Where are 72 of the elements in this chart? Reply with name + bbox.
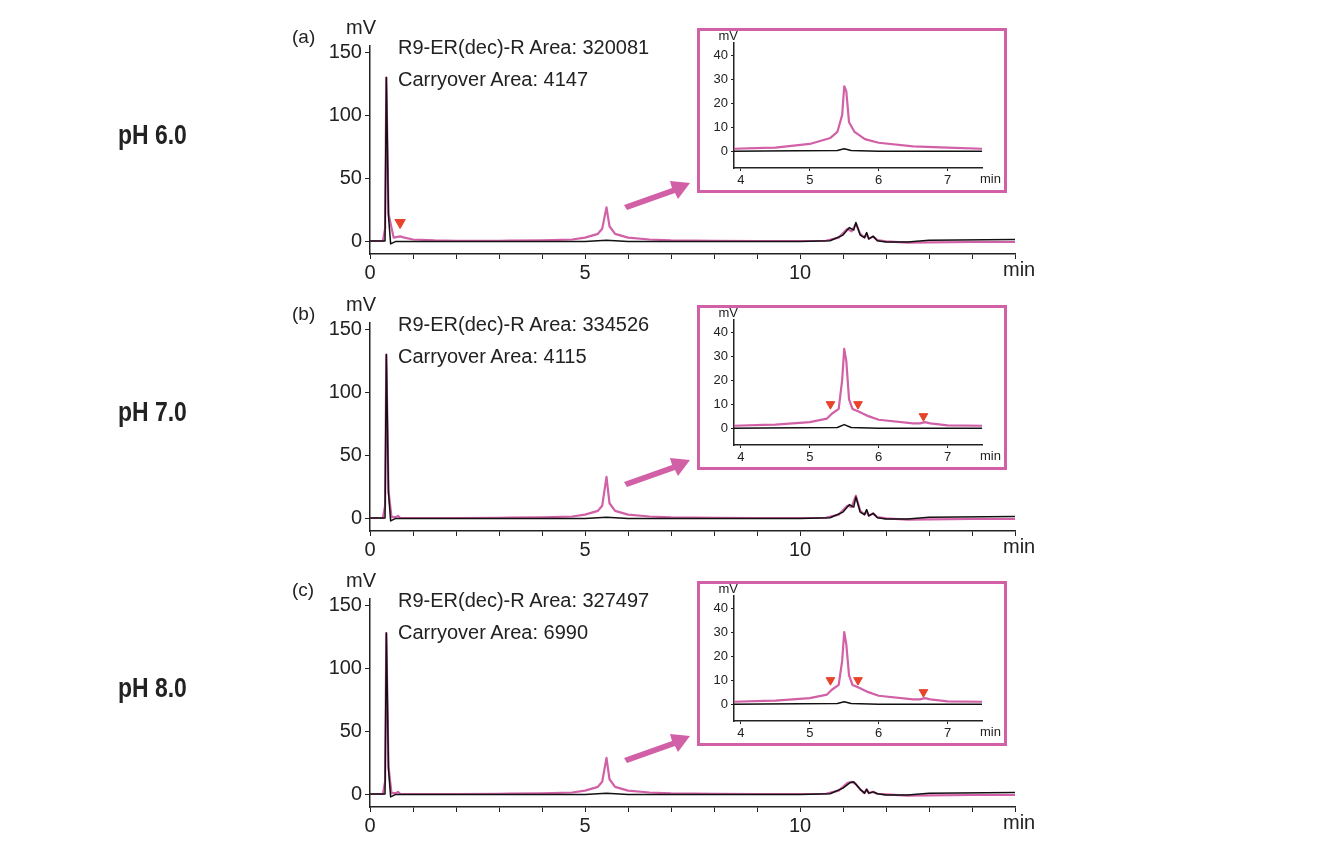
x-tick-label: 4	[737, 449, 745, 465]
y-axis-title: mV	[718, 581, 739, 597]
x-tick-label: 7	[943, 449, 952, 465]
x-tick-label: 5	[579, 537, 591, 560]
y-tick-label: 0	[720, 142, 728, 158]
y-tick-label: 0	[350, 228, 362, 251]
x-axis-title: min	[1003, 534, 1036, 557]
y-tick-label: 30	[713, 70, 728, 86]
y-tick-label: 30	[713, 347, 728, 363]
annotation: R9-ER(dec)-R Area: 327497	[398, 589, 650, 612]
y-tick-label: 40	[713, 46, 728, 62]
x-tick-label: 5	[806, 172, 814, 188]
y-tick-label: 100	[328, 655, 362, 678]
x-tick-label: 7	[943, 172, 952, 188]
x-tick-label: 10	[788, 260, 812, 283]
x-tick-label: 5	[579, 813, 591, 836]
x-tick-label: 6	[875, 172, 883, 188]
y-axis-title: mV	[346, 568, 377, 591]
y-tick-label: 0	[720, 695, 728, 711]
y-tick-label: 40	[713, 323, 728, 339]
y-tick-label: 0	[720, 419, 728, 435]
y-tick-label: 50	[339, 165, 362, 188]
y-tick-label: 10	[713, 118, 728, 134]
x-tick-label: 0	[364, 537, 376, 560]
x-tick-label: 7	[943, 725, 952, 741]
x-axis-title: min	[980, 448, 1001, 464]
y-tick-label: 0	[350, 781, 362, 804]
chart-subtitle: (b)	[292, 303, 316, 325]
text: pH 7.0	[118, 397, 187, 428]
annotation: Carryover Area: 6990	[398, 621, 589, 644]
x-tick-label: 6	[875, 725, 883, 741]
x-tick-label: 10	[788, 813, 812, 836]
x-axis-title: min	[980, 724, 1001, 740]
y-axis-title: mV	[346, 292, 377, 315]
x-tick-label: 5	[806, 725, 814, 741]
annotation: R9-ER(dec)-R Area: 334526	[398, 313, 650, 336]
chart-subtitle: (a)	[292, 26, 316, 48]
x-axis-title: min	[1003, 257, 1036, 280]
y-tick-label: 20	[713, 647, 728, 663]
annotation: Carryover Area: 4115	[398, 345, 587, 368]
y-tick-label: 150	[328, 316, 362, 339]
x-tick-label: 5	[579, 260, 591, 283]
x-tick-label: 6	[875, 449, 883, 465]
y-tick-label: 100	[328, 102, 362, 125]
x-tick-label: 10	[788, 537, 812, 560]
annotation: R9-ER(dec)-R Area: 320081	[398, 36, 650, 59]
y-axis-title: mV	[346, 15, 377, 38]
y-tick-label: 10	[713, 395, 728, 411]
y-tick-label: 100	[328, 379, 362, 402]
x-tick-label: 4	[737, 725, 745, 741]
y-axis-title: mV	[718, 28, 739, 44]
y-tick-label: 40	[713, 599, 728, 615]
y-tick-label: 50	[339, 442, 362, 465]
annotation: Carryover Area: 4147	[398, 68, 589, 91]
y-tick-label: 50	[339, 718, 362, 741]
y-tick-label: 150	[328, 39, 362, 62]
x-axis-title: min	[980, 171, 1001, 187]
chart-subtitle: (c)	[292, 579, 315, 601]
y-axis-title: mV	[718, 305, 739, 321]
x-tick-label: 5	[806, 449, 814, 465]
y-tick-label: 20	[713, 371, 728, 387]
text: pH 6.0	[118, 120, 187, 151]
y-tick-label: 0	[350, 505, 362, 528]
x-axis-title: min	[1003, 810, 1036, 833]
y-tick-label: 30	[713, 623, 728, 639]
x-tick-label: 0	[364, 813, 376, 836]
y-tick-label: 150	[328, 592, 362, 615]
x-tick-label: 0	[364, 260, 376, 283]
y-tick-label: 10	[713, 671, 728, 687]
text: pH 8.0	[118, 673, 187, 704]
x-tick-label: 4	[737, 172, 745, 188]
y-tick-label: 20	[713, 94, 728, 110]
